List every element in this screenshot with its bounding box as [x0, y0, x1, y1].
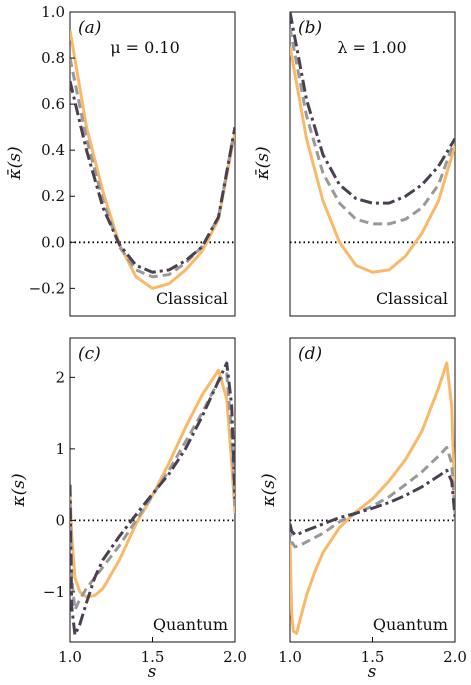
panel-d-regime: Quantum — [373, 615, 448, 634]
panel-d-xlabel: s — [368, 662, 377, 682]
panel-d: (d) Quantum κ(s) s 1.0 1.5 2.0 — [259, 337, 467, 682]
panel-b-param: λ = 1.00 — [337, 38, 406, 57]
panel-a-regime: Classical — [156, 289, 228, 308]
panel-c-xtick-label: 2.0 — [223, 648, 247, 666]
panel-b-frame — [289, 11, 456, 317]
panel-c: (c) Quantum κ(s) s −1 0 1 2 1.0 1.5 2.0 — [9, 337, 247, 682]
panel-b-regime: Classical — [376, 289, 448, 308]
panel-c-label: (c) — [78, 344, 101, 364]
panel-b-series-dashed — [290, 27, 455, 226]
panel-d-xtick-label: 1.5 — [361, 648, 385, 666]
panel-c-xtick-label: 1.0 — [58, 648, 82, 666]
panel-c-series-solid — [70, 368, 235, 599]
panel-b-ylabel: κ̄(s) — [253, 146, 273, 180]
panel-d-xticks: 1.0 1.5 2.0 — [278, 637, 467, 666]
panel-d-plot — [290, 361, 455, 635]
panel-b-series-dashdot — [290, 12, 455, 205]
panel-b-plot — [290, 12, 455, 274]
panel-b-series-solid — [290, 46, 455, 274]
panel-b-label: (b) — [298, 18, 322, 38]
panel-d-series-solid — [290, 361, 455, 635]
panel-d-series-dashdot — [290, 468, 455, 537]
panel-c-ytick-label: 0 — [55, 511, 65, 529]
panel-a-series-solid — [70, 30, 235, 290]
panel-c-ytick-label: 1 — [55, 440, 65, 458]
panel-a-label: (a) — [78, 18, 101, 38]
panel-a: (a) μ = 0.10 Classical κ̄(s) −0.2 0.0 0.2 0… — [5, 3, 236, 317]
panel-d-frame — [289, 337, 456, 643]
panel-a-ytick-label: 0.4 — [41, 141, 65, 159]
panel-c-xtick-label: 1.5 — [141, 648, 165, 666]
panel-d-xtick-label: 2.0 — [443, 648, 467, 666]
panel-a-ytick-label: 0.8 — [41, 49, 65, 67]
panel-c-xlabel: s — [148, 662, 157, 682]
panel-d-ylabel: κ(s) — [259, 473, 279, 507]
panel-a-ytick-label: 1.0 — [41, 3, 65, 21]
panel-a-series-dashed — [70, 57, 235, 279]
panel-a-ytick-label: 0.0 — [41, 233, 65, 251]
panel-a-param: μ = 0.10 — [110, 38, 180, 57]
panel-a-yticks: −0.2 0.0 0.2 0.4 0.6 0.8 1.0 — [29, 3, 75, 297]
panel-c-series-dashdot — [70, 361, 235, 637]
panel-c-ytick-label: 2 — [55, 368, 65, 386]
panel-a-ylabel: κ̄(s) — [5, 146, 25, 180]
panel-c-xticks: 1.0 1.5 2.0 — [58, 637, 247, 666]
panel-d-label: (d) — [298, 344, 322, 364]
panel-c-yticks: −1 0 1 2 — [43, 368, 75, 601]
panel-a-series-dashdot — [70, 80, 235, 274]
panel-d-xtick-label: 1.0 — [278, 648, 302, 666]
panel-a-ytick-label: 0.2 — [41, 187, 65, 205]
panel-a-ytick-label: −0.2 — [29, 279, 65, 297]
panel-c-plot — [70, 361, 235, 637]
panel-c-ylabel: κ(s) — [9, 473, 29, 507]
panel-c-ytick-label: −1 — [43, 583, 65, 601]
panel-c-regime: Quantum — [153, 615, 228, 634]
panel-a-ytick-label: 0.6 — [41, 95, 65, 113]
panel-b: (b) λ = 1.00 Classical κ̄(s) — [253, 11, 456, 317]
panel-a-frame — [69, 11, 236, 317]
panel-a-plot — [70, 30, 235, 290]
